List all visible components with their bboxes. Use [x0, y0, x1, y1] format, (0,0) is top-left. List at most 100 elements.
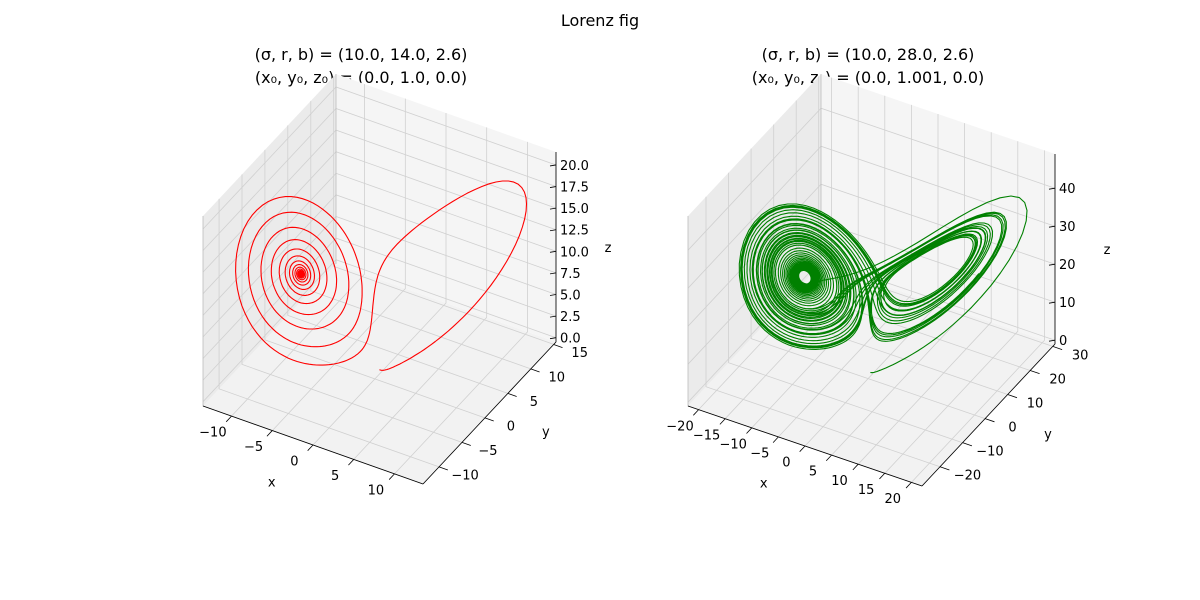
right-x-tick-label: 15 [858, 483, 875, 498]
right-grid-y [728, 172, 963, 444]
right-grid-x [857, 132, 992, 465]
left-panes [203, 74, 556, 484]
right-x-tick-mark [693, 409, 699, 416]
left-x-tick-label: −10 [199, 426, 226, 441]
left-x-tick-mark [225, 415, 232, 423]
right-z-tick-label: 40 [1059, 182, 1076, 197]
left-z-tick-mark [549, 229, 557, 232]
left-y-tick-mark [553, 344, 563, 348]
figure-suptitle: Lorenz fig [561, 11, 639, 30]
left-y-tick-mark [507, 393, 517, 397]
right-x-tick-mark [719, 418, 726, 425]
left-z-tick-label: 20.0 [560, 159, 589, 174]
left-z-tick-label: 12.5 [560, 224, 589, 239]
right-y-axis-label: y [1044, 428, 1052, 443]
right-x-tick-mark [905, 482, 912, 489]
right-y-tick-label: 0 [1008, 421, 1016, 436]
left-y-tick-label: 0 [507, 420, 515, 435]
left-grid-y [333, 76, 554, 345]
left-grid-x [312, 113, 447, 446]
right-grid-x [778, 104, 912, 438]
right-y-ticks: −20 −10 0 10 20 30 [939, 346, 1088, 484]
left-grid-y [264, 149, 486, 419]
right-z-tick-label: 20 [1059, 258, 1076, 273]
right-x-tick-label: −10 [719, 437, 746, 452]
left-x-tick-mark [348, 459, 355, 466]
right-z-tick-mark [1048, 339, 1056, 342]
left-x-tick-label: 0 [290, 455, 298, 470]
right-x-tick-mark [799, 445, 806, 452]
left-grid-x [353, 127, 488, 460]
subplot-right-title-line2: (x₀, y₀, z₀) = (0.0, 1.001, 0.0) [752, 68, 985, 87]
left-y-ticks: −10−5 05 10 15 [438, 344, 588, 484]
right-z-tick-mark [1048, 301, 1056, 304]
subplot-left-title-line1: (σ, r, b) = (10.0, 14.0, 2.6) [255, 45, 468, 64]
right-x-ticks: −20−15−10 −5 0 5 10 15 20 [666, 409, 912, 507]
left-grid-x [272, 98, 406, 431]
left-y-tick-label: −5 [478, 444, 497, 459]
left-z-tick-label: 2.5 [560, 310, 581, 325]
left-z-tick-mark [549, 250, 557, 253]
subplot-right-axes: (σ, r, b) = (10.0, 28.0, 2.6) (x₀, y₀, z… [666, 45, 1110, 507]
subplot-right-title-line1: (σ, r, b) = (10.0, 28.0, 2.6) [762, 45, 975, 64]
right-y-tick-label: 20 [1049, 372, 1066, 387]
left-y-tick-mark [438, 466, 448, 471]
left-z-tick-mark [549, 272, 557, 275]
right-x-axis-label: x [760, 477, 768, 492]
right-grid-x [884, 141, 1019, 474]
left-x-tick-mark [307, 444, 314, 451]
right-x-tick-label: 0 [782, 456, 790, 471]
left-z-tick-mark [549, 294, 557, 296]
left-y-tick-mark [484, 417, 494, 422]
left-y-tick-mark [461, 442, 471, 446]
right-y-tick-label: 10 [1027, 397, 1044, 412]
right-trajectory-line [738, 195, 1028, 374]
right-x-tick-mark [825, 454, 832, 462]
left-y-tick-label: 5 [530, 395, 538, 410]
left-grid-x [231, 84, 365, 417]
right-y-tick-label: −10 [976, 445, 1003, 460]
right-y-tick-mark [1030, 370, 1040, 375]
left-x-tick-mark [388, 473, 395, 480]
left-z-tick-label: 5.0 [560, 289, 581, 304]
left-z-tick-mark [549, 164, 557, 167]
right-x-tick-mark [746, 427, 753, 434]
right-grid-y [773, 124, 1008, 395]
right-grid-x [911, 150, 1045, 483]
left-y-tick-mark [530, 368, 540, 373]
right-x-tick-label: 20 [884, 492, 901, 507]
right-z-ticks: 0 10 20 30 40 [1048, 182, 1076, 349]
left-grid-y [241, 174, 463, 443]
right-grid-y [750, 148, 986, 419]
left-y-tick-label: 15 [571, 346, 588, 361]
left-grid-x [394, 141, 528, 475]
left-z-tick-mark [549, 186, 557, 188]
right-z-axis-label: z [1104, 243, 1111, 258]
right-y-tick-mark [984, 418, 995, 423]
subplot-left-title-line2: (x₀, y₀, z₀) = (0.0, 1.0, 0.0) [255, 68, 467, 87]
left-z-tick-mark [549, 337, 557, 340]
left-z-tick-label: 17.5 [560, 181, 589, 196]
left-trajectory-line [235, 180, 528, 371]
right-x-tick-label: 5 [809, 465, 817, 480]
right-y-tick-mark [939, 466, 950, 471]
right-y-tick-label: −20 [954, 469, 981, 484]
left-grid-y [287, 125, 508, 394]
left-z-tick-mark [549, 207, 557, 210]
left-x-tick-label: 5 [331, 469, 339, 484]
right-x-tick-label: 10 [831, 474, 848, 489]
right-x-tick-mark [772, 436, 779, 443]
left-grid-y [218, 198, 440, 468]
right-y-tick-mark [962, 442, 973, 447]
left-y-axis-line [422, 341, 557, 485]
left-z-tick-mark [549, 315, 557, 318]
right-z-tick-label: 0 [1059, 334, 1067, 349]
right-y-axis-line [921, 343, 1056, 487]
right-z-tick-mark [1048, 187, 1056, 190]
left-y-tick-label: −10 [451, 469, 478, 484]
left-z-tick-label: 15.0 [560, 202, 589, 217]
right-x-tick-mark [852, 463, 859, 471]
right-grid-y [705, 196, 941, 468]
left-x-tick-label: 10 [368, 484, 385, 499]
